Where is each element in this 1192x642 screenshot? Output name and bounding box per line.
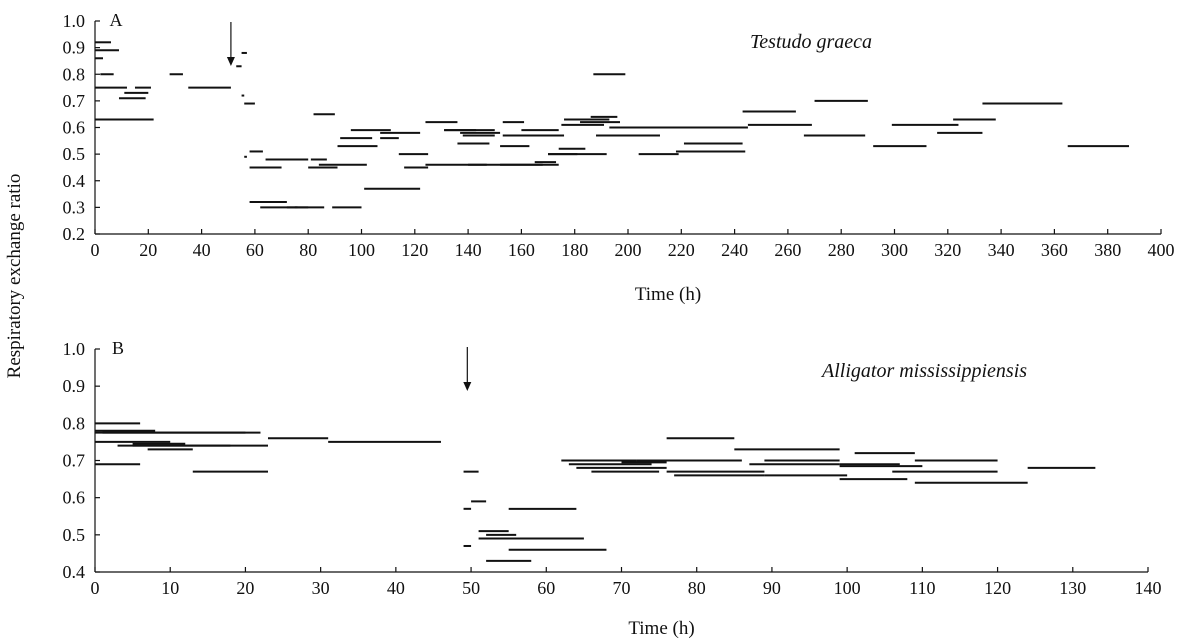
x-tick-label: 30	[312, 578, 330, 598]
y-tick-label: 1.0	[63, 339, 86, 359]
y-tick-label: 0.8	[63, 413, 86, 433]
x-tick-label: 300	[881, 240, 908, 260]
x-tick-label: 280	[828, 240, 855, 260]
x-tick-label: 10	[161, 578, 179, 598]
y-tick-label: 0.8	[63, 64, 86, 84]
panel-letter: A	[110, 10, 123, 30]
x-tick-label: 140	[1135, 578, 1162, 598]
x-tick-label: 120	[401, 240, 428, 260]
x-tick-label: 80	[299, 240, 317, 260]
y-tick-label: 1.0	[63, 11, 86, 31]
x-tick-label: 110	[909, 578, 935, 598]
x-tick-label: 340	[988, 240, 1015, 260]
y-tick-label: 0.4	[63, 562, 86, 582]
y-tick-label: 0.2	[63, 224, 86, 244]
feeding-arrow-icon	[226, 57, 235, 66]
x-tick-label: 360	[1041, 240, 1068, 260]
y-tick-label: 0.9	[63, 376, 86, 396]
x-tick-label: 60	[537, 578, 555, 598]
x-tick-label: 380	[1094, 240, 1121, 260]
x-tick-label: 60	[246, 240, 264, 260]
x-tick-label: 240	[721, 240, 748, 260]
x-tick-label: 90	[763, 578, 781, 598]
x-tick-label: 120	[984, 578, 1011, 598]
x-tick-label: 260	[774, 240, 801, 260]
y-tick-label: 0.6	[63, 118, 86, 138]
x-tick-label: 0	[91, 578, 100, 598]
panel-b: 0 10 20 30 40 50 60 70 80 90 100 110 120 130 140 0.4 0.5…	[63, 338, 1162, 639]
x-tick-label: 400	[1148, 240, 1175, 260]
y-tick-label: 0.5	[63, 525, 86, 545]
x-tick-label: 130	[1059, 578, 1086, 598]
x-tick-label: 0	[91, 240, 100, 260]
species-annotation: Testudo graeca	[750, 31, 872, 53]
x-tick-label: 50	[462, 578, 480, 598]
x-tick-label: 70	[613, 578, 631, 598]
x-tick-label: 160	[508, 240, 535, 260]
y-tick-label: 0.3	[63, 197, 86, 217]
y-tick-label: 0.4	[63, 171, 86, 191]
panel-a: 0 20 40 60 80 100 120 140 160 180 200 220 240 260 280 3…	[63, 10, 1175, 305]
y-tick-label: 0.5	[63, 144, 86, 164]
x-tick-label: 140	[455, 240, 482, 260]
x-tick-label: 180	[561, 240, 588, 260]
species-annotation: Alligator mississippiensis	[820, 360, 1027, 382]
x-tick-label: 320	[934, 240, 961, 260]
y-tick-label: 0.7	[63, 91, 86, 111]
x-axis-title: Time (h)	[628, 618, 694, 639]
panel-letter: B	[112, 338, 124, 358]
y-axis-title: Respiratory exchange ratio	[4, 174, 25, 379]
y-tick-label: 0.6	[63, 488, 86, 508]
x-tick-label: 100	[834, 578, 861, 598]
x-tick-label: 40	[193, 240, 211, 260]
x-tick-label: 200	[615, 240, 642, 260]
x-tick-label: 80	[688, 578, 706, 598]
x-tick-label: 20	[139, 240, 157, 260]
x-tick-label: 220	[668, 240, 695, 260]
x-tick-label: 40	[387, 578, 405, 598]
x-tick-label: 100	[348, 240, 375, 260]
feeding-arrow-icon	[463, 382, 472, 391]
x-tick-label: 20	[236, 578, 254, 598]
y-tick-label: 0.9	[63, 38, 86, 58]
x-axis-title: Time (h)	[635, 284, 701, 305]
y-tick-label: 0.7	[63, 451, 86, 471]
